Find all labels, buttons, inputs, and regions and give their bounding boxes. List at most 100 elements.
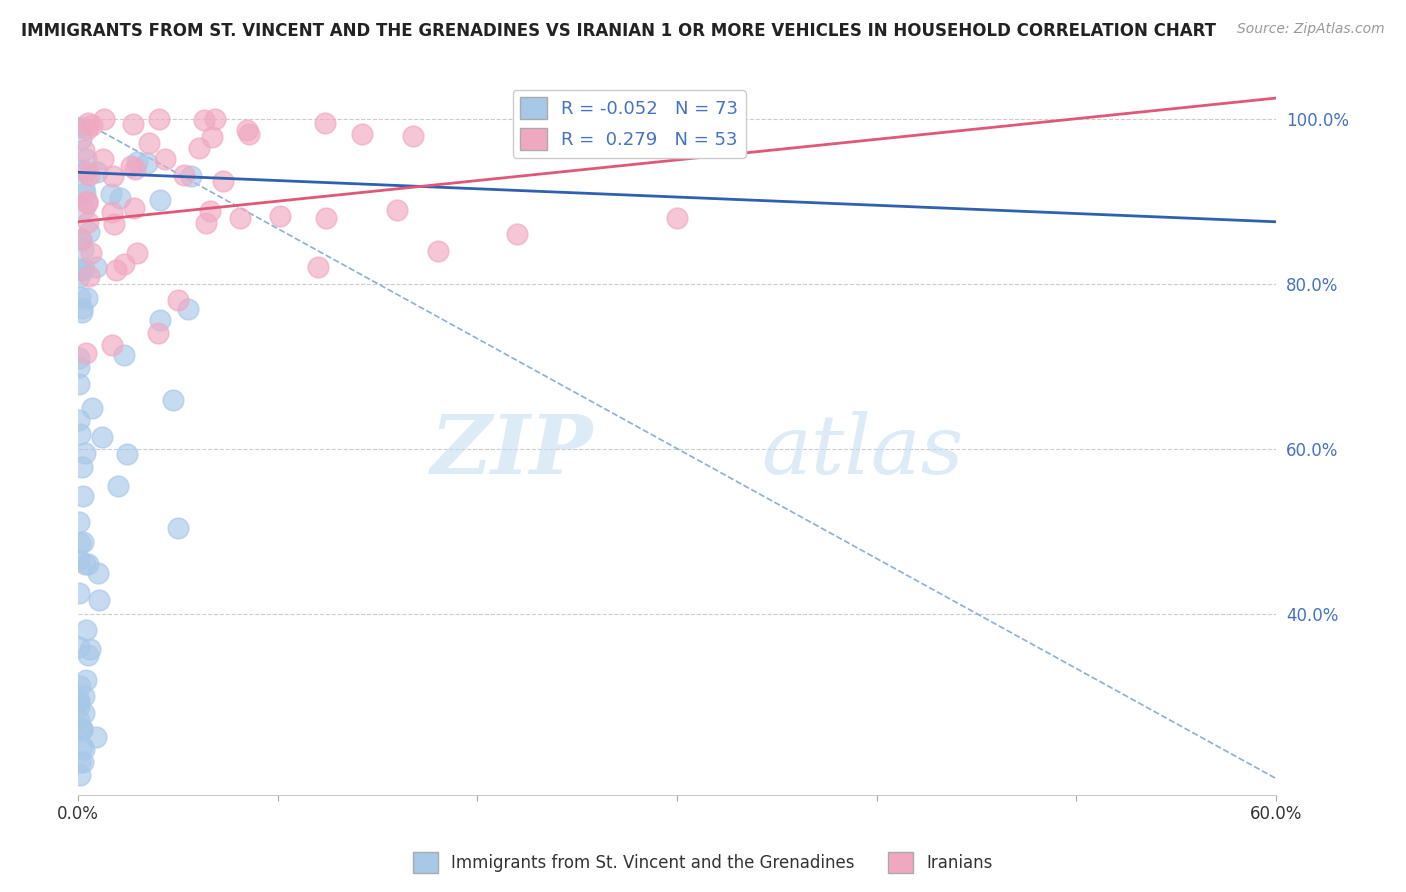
Point [101, 338, 124, 352]
Point [426, 244, 449, 258]
Point [77, 557, 100, 571]
Point [93, 112, 115, 126]
Point [69, 768, 91, 782]
Legend: R = -0.052   N = 73, R =  0.279   N = 53: R = -0.052 N = 73, R = 0.279 N = 53 [513, 90, 745, 158]
Point [138, 136, 160, 150]
Point [72, 755, 94, 769]
Point [69, 232, 91, 246]
Point [402, 129, 425, 144]
Point [87, 592, 110, 607]
Text: Source: ZipAtlas.com: Source: ZipAtlas.com [1237, 22, 1385, 37]
Point [67, 586, 90, 600]
Point [84, 730, 107, 744]
Point [75, 163, 97, 178]
Point [149, 313, 172, 327]
Point [307, 260, 329, 275]
Point [70, 739, 93, 753]
Point [72, 181, 94, 195]
Point [100, 186, 122, 201]
Point [120, 159, 142, 173]
Point [69, 755, 91, 769]
Point [177, 301, 200, 316]
Point [79, 642, 101, 657]
Point [146, 326, 169, 340]
Point [67, 377, 90, 392]
Point [72, 490, 94, 504]
Point [76, 122, 98, 136]
Point [86, 164, 108, 178]
Point [122, 117, 145, 131]
Point [124, 161, 146, 176]
Point [72, 723, 94, 737]
Text: atlas: atlas [761, 410, 963, 491]
Point [84, 260, 107, 274]
Point [67, 695, 90, 709]
Point [70, 301, 93, 315]
Point [506, 227, 529, 242]
Point [91, 430, 114, 444]
Point [314, 116, 336, 130]
Point [73, 446, 96, 460]
Point [195, 215, 218, 229]
Point [70, 234, 93, 248]
Point [135, 156, 157, 170]
Text: IMMIGRANTS FROM ST. VINCENT AND THE GRENADINES VS IRANIAN 1 OR MORE VEHICLES IN : IMMIGRANTS FROM ST. VINCENT AND THE GREN… [21, 22, 1216, 40]
Point [153, 152, 176, 166]
Point [167, 521, 190, 535]
Legend: Immigrants from St. Vincent and the Grenadines, Iranians: Immigrants from St. Vincent and the Gren… [406, 846, 1000, 880]
Point [76, 194, 98, 209]
Point [75, 152, 97, 166]
Point [180, 169, 202, 183]
Point [73, 706, 96, 720]
Point [67, 360, 90, 375]
Point [352, 127, 374, 141]
Point [82, 401, 104, 416]
Point [67, 640, 90, 655]
Point [80, 118, 103, 132]
Point [73, 202, 96, 216]
Point [315, 211, 337, 226]
Point [67, 351, 90, 365]
Point [72, 535, 94, 549]
Point [149, 193, 172, 207]
Point [73, 143, 96, 157]
Point [69, 262, 91, 277]
Point [69, 679, 91, 693]
Point [73, 262, 96, 277]
Point [204, 112, 226, 126]
Point [112, 257, 135, 271]
Point [67, 692, 90, 706]
Point [77, 269, 100, 284]
Point [76, 215, 98, 229]
Point [70, 723, 93, 737]
Point [67, 163, 90, 178]
Point [75, 623, 97, 637]
Point [91, 152, 114, 166]
Point [69, 290, 91, 304]
Point [75, 346, 97, 360]
Point [162, 392, 184, 407]
Point [77, 648, 100, 662]
Text: ZIP: ZIP [430, 410, 593, 491]
Point [73, 689, 96, 703]
Point [238, 127, 260, 141]
Point [122, 201, 145, 215]
Point [108, 191, 131, 205]
Point [80, 246, 103, 260]
Point [77, 225, 100, 239]
Point [70, 132, 93, 146]
Point [531, 133, 554, 147]
Point [385, 203, 408, 218]
Point [103, 217, 125, 231]
Point [148, 112, 170, 126]
Point [69, 262, 91, 277]
Point [101, 205, 124, 219]
Point [76, 196, 98, 211]
Point [201, 130, 224, 145]
Point [72, 741, 94, 756]
Point [67, 413, 90, 427]
Point [69, 120, 91, 135]
Point [67, 700, 90, 714]
Point [115, 447, 138, 461]
Point [269, 209, 291, 223]
